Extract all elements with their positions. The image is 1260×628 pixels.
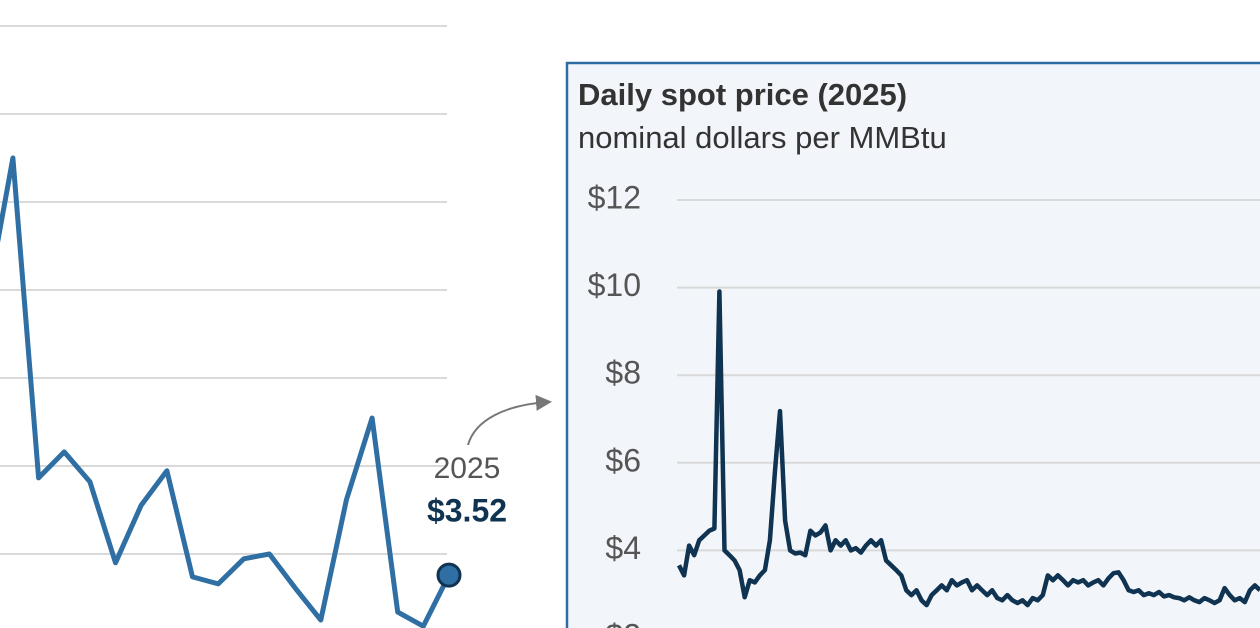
y-tick-label: $6 bbox=[605, 442, 641, 478]
series-line bbox=[676, 289, 1260, 608]
y-tick-label: $2 bbox=[605, 617, 641, 628]
annotation: 2025 bbox=[434, 452, 501, 485]
series-line bbox=[0, 155, 452, 628]
y-tick-label: $12 bbox=[588, 179, 641, 215]
value-label: $3.52 bbox=[427, 492, 507, 528]
chart-title: Daily spot price (2025) bbox=[578, 77, 907, 112]
y-tick-label: $10 bbox=[588, 267, 641, 303]
arrow bbox=[467, 394, 552, 446]
panel bbox=[565, 61, 1260, 628]
annual-chart bbox=[0, 25, 462, 628]
end-marker bbox=[436, 562, 462, 588]
y-tick-label: $4 bbox=[605, 530, 641, 566]
chart-subtitle: nominal dollars per MMBtu bbox=[578, 120, 947, 155]
y-tick-label: $8 bbox=[605, 355, 641, 391]
daily-chart: $2 $4 $6 $8 $10 $12 Daily spot price (2025) nom… bbox=[578, 77, 1260, 628]
